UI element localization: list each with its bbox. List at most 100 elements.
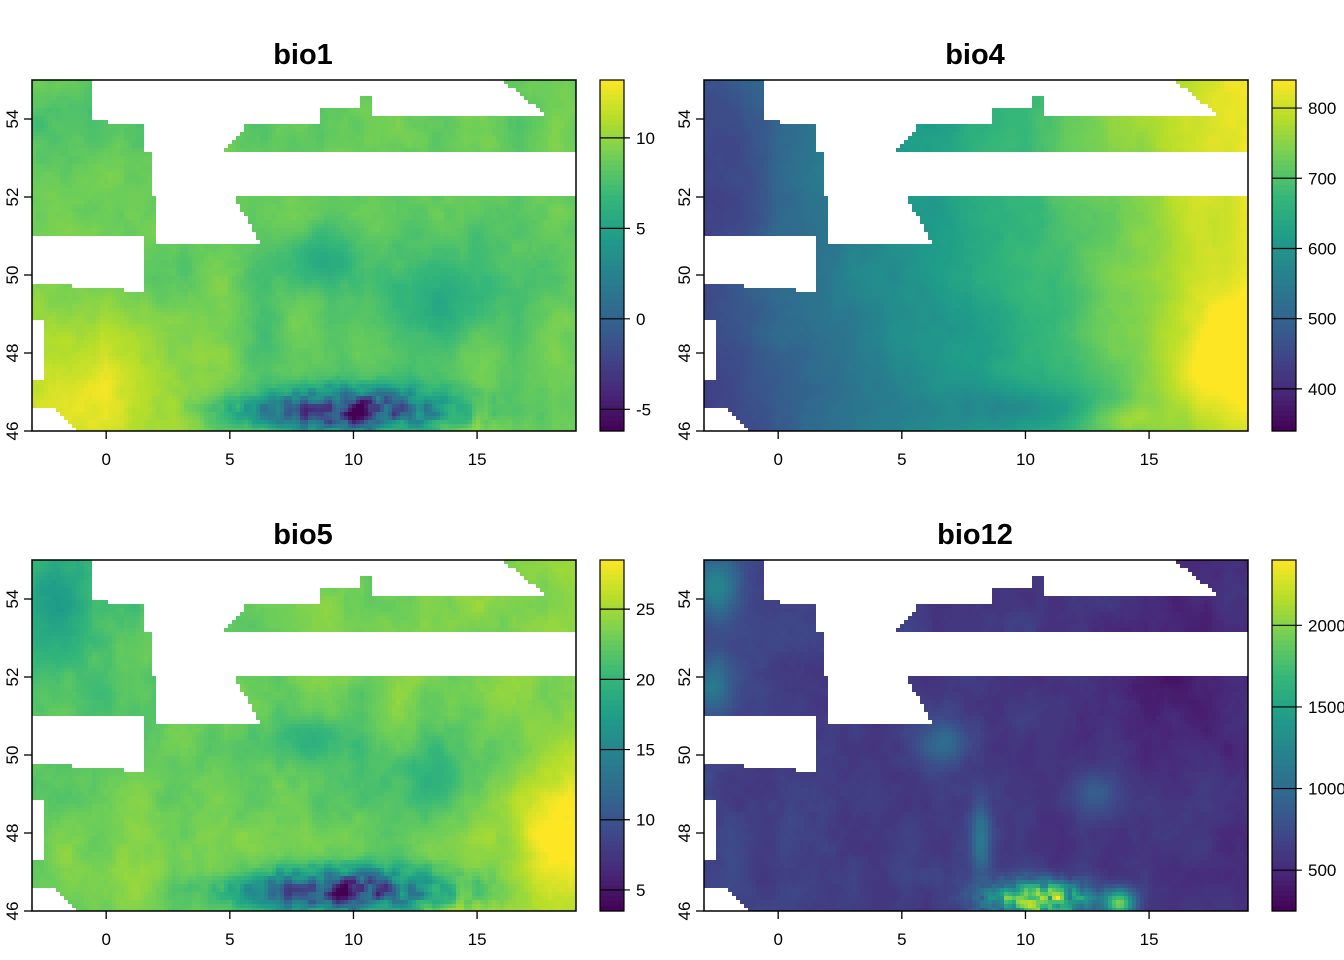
raster-cell [48, 124, 52, 128]
raster-cell [268, 280, 272, 284]
raster-cell [400, 132, 404, 136]
raster-cell [412, 252, 416, 256]
raster-cell [552, 96, 556, 100]
raster-cell [100, 192, 104, 196]
raster-cell [192, 252, 196, 256]
raster-cell [480, 128, 484, 132]
raster-cell [412, 272, 416, 276]
raster-cell [48, 284, 52, 288]
raster-cell [360, 248, 364, 252]
raster-cell [560, 260, 564, 264]
raster-cell [548, 304, 552, 308]
raster-cell [408, 284, 412, 288]
raster-cell [556, 304, 560, 308]
raster-cell [140, 200, 144, 204]
raster-cell [452, 240, 456, 244]
raster-cell [84, 176, 88, 180]
raster-cell [468, 148, 472, 152]
raster-cell [288, 128, 292, 132]
raster-cell [152, 272, 156, 276]
raster-cell [556, 196, 560, 200]
raster-cell [108, 184, 112, 188]
raster-cell [396, 124, 400, 128]
raster-cell [556, 200, 560, 204]
raster-cell [404, 124, 408, 128]
raster-cell [328, 280, 332, 284]
raster-cell [396, 252, 400, 256]
raster-cell [260, 256, 264, 260]
raster-cell [464, 252, 468, 256]
raster-cell [48, 220, 52, 224]
raster-cell [516, 288, 520, 292]
raster-cell [472, 260, 476, 264]
raster-cell [464, 284, 468, 288]
raster-cell [72, 220, 76, 224]
raster-cell [268, 236, 272, 240]
raster-cell [488, 128, 492, 132]
raster-cell [332, 212, 336, 216]
raster-cell [404, 232, 408, 236]
raster-cell [212, 272, 216, 276]
raster-cell [44, 288, 48, 292]
raster-cell [116, 292, 120, 296]
raster-cell [336, 212, 340, 216]
raster-cell [156, 264, 160, 268]
raster-cell [540, 264, 544, 268]
raster-cell [348, 228, 352, 232]
raster-layer [32, 80, 576, 431]
raster-cell [372, 140, 376, 144]
raster-cell [392, 272, 396, 276]
raster-cell [420, 300, 424, 304]
raster-cell [56, 140, 60, 144]
raster-cell [356, 236, 360, 240]
raster-cell [480, 308, 484, 312]
raster-cell [560, 240, 564, 244]
raster-cell [464, 276, 468, 280]
raster-cell [100, 176, 104, 180]
raster-cell [244, 296, 248, 300]
raster-cell [276, 276, 280, 280]
raster-cell [440, 236, 444, 240]
raster-cell [32, 204, 36, 208]
raster-cell [448, 124, 452, 128]
raster-cell [216, 244, 220, 248]
raster-cell [104, 224, 108, 228]
raster-cell [48, 300, 52, 304]
raster-cell [116, 128, 120, 132]
raster-cell [344, 272, 348, 276]
raster-cell [76, 200, 80, 204]
raster-cell [536, 256, 540, 260]
raster-cell [348, 276, 352, 280]
raster-cell [380, 216, 384, 220]
raster-cell [484, 292, 488, 296]
raster-cell [540, 296, 544, 300]
raster-cell [452, 196, 456, 200]
raster-cell [488, 248, 492, 252]
raster-cell [284, 300, 288, 304]
raster-cell [136, 128, 140, 132]
raster-cell [340, 144, 344, 148]
raster-cell [440, 120, 444, 124]
raster-cell [144, 220, 148, 224]
raster-cell [328, 216, 332, 220]
raster-cell [328, 116, 332, 120]
raster-cell [36, 92, 40, 96]
raster-cell [40, 304, 44, 308]
raster-cell [80, 88, 84, 92]
raster-cell [496, 148, 500, 152]
raster-cell [556, 132, 560, 136]
raster-cell [88, 168, 92, 172]
raster-cell [456, 140, 460, 144]
raster-cell [524, 228, 528, 232]
raster-cell [516, 196, 520, 200]
raster-cell [444, 252, 448, 256]
raster-cell [132, 140, 136, 144]
raster-cell [92, 204, 96, 208]
raster-cell [548, 116, 552, 120]
raster-cell [116, 184, 120, 188]
raster-cell [80, 300, 84, 304]
raster-cell [524, 224, 528, 228]
raster-cell [516, 212, 520, 216]
raster-cell [536, 308, 540, 312]
raster-cell [428, 264, 432, 268]
